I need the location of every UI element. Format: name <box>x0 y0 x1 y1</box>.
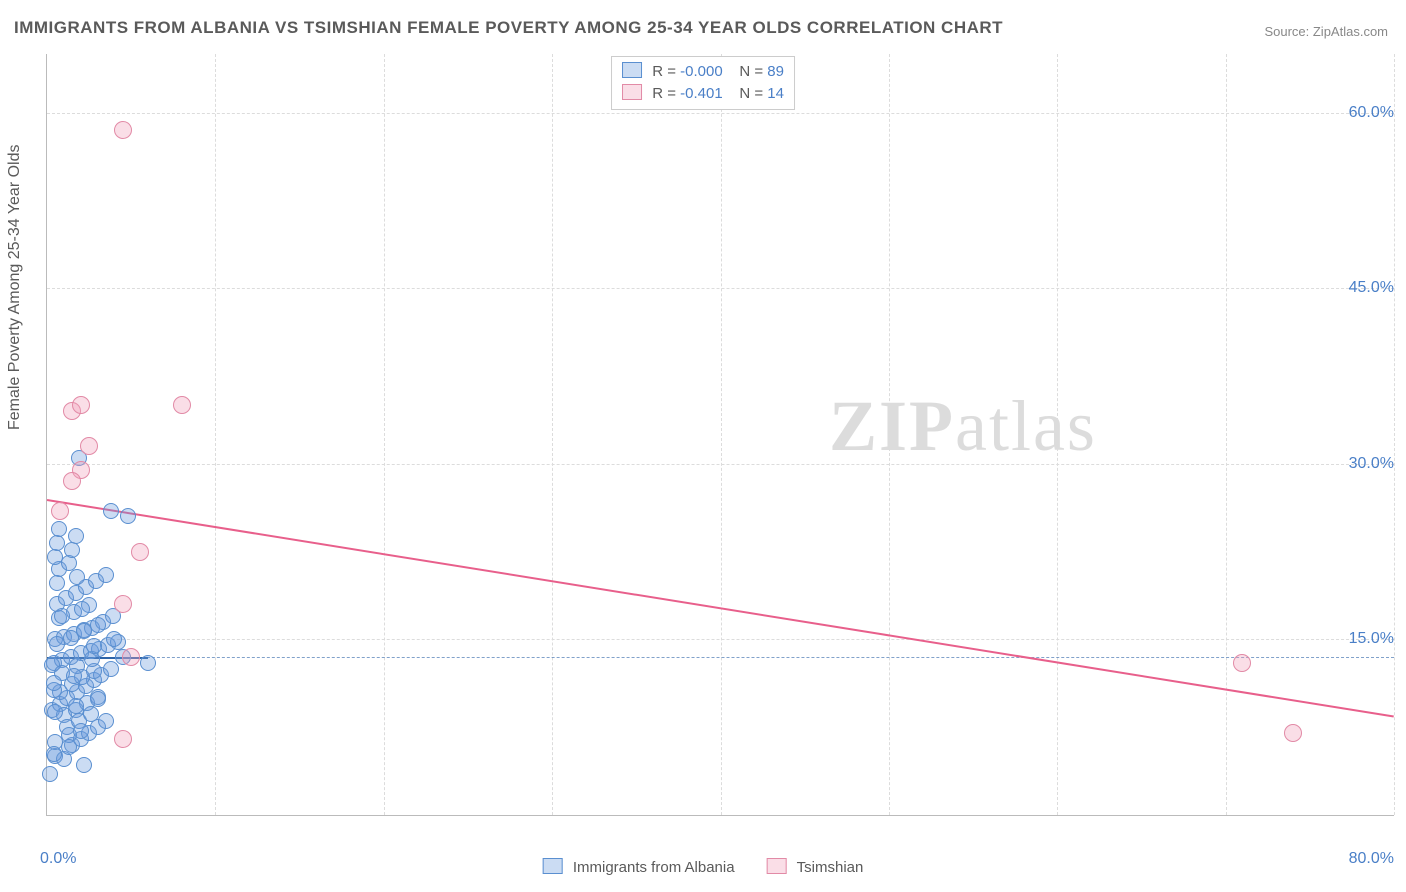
data-point-albania <box>73 723 89 739</box>
y-tick-label: 15.0% <box>1349 630 1394 648</box>
gridline-v <box>1057 54 1058 815</box>
data-point-albania <box>68 528 84 544</box>
source-attribution: Source: ZipAtlas.com <box>1264 24 1388 39</box>
data-point-tsimshian <box>122 648 140 666</box>
legend-row-tsimshian: R = -0.401 N = 14 <box>622 83 784 105</box>
gridline-v <box>552 54 553 815</box>
data-point-albania <box>54 608 70 624</box>
data-point-albania <box>90 617 106 633</box>
data-point-albania <box>47 549 63 565</box>
data-point-albania <box>98 713 114 729</box>
gridline-v <box>721 54 722 815</box>
data-point-albania <box>98 567 114 583</box>
data-point-albania <box>120 508 136 524</box>
data-point-albania <box>66 668 82 684</box>
swatch-albania-icon <box>543 858 563 874</box>
swatch-albania <box>622 62 642 78</box>
chart-title: IMMIGRANTS FROM ALBANIA VS TSIMSHIAN FEM… <box>14 18 1003 38</box>
data-point-tsimshian <box>80 437 98 455</box>
n-value-albania: 89 <box>767 63 784 80</box>
data-point-albania <box>76 757 92 773</box>
legend-item-tsimshian: Tsimshian <box>767 858 864 876</box>
trend-guide-albania <box>47 657 1394 658</box>
y-tick-label: 30.0% <box>1349 455 1394 473</box>
data-point-albania <box>46 746 62 762</box>
series-legend: Immigrants from Albania Tsimshian <box>529 858 878 876</box>
swatch-tsimshian-icon <box>767 858 787 874</box>
data-point-albania <box>49 535 65 551</box>
data-point-tsimshian <box>114 121 132 139</box>
data-point-albania <box>64 542 80 558</box>
data-point-albania <box>86 638 102 654</box>
r-value-tsimshian: -0.401 <box>680 85 723 102</box>
data-point-tsimshian <box>173 396 191 414</box>
data-point-albania <box>69 569 85 585</box>
data-point-albania <box>140 655 156 671</box>
data-point-albania <box>46 675 62 691</box>
data-point-albania <box>51 521 67 537</box>
gridline-v <box>1226 54 1227 815</box>
data-point-tsimshian <box>63 472 81 490</box>
data-point-albania <box>90 691 106 707</box>
data-point-albania <box>106 631 122 647</box>
data-point-albania <box>61 739 77 755</box>
correlation-legend: R = -0.000 N = 89 R = -0.401 N = 14 <box>611 56 795 110</box>
x-axis-end: 80.0% <box>1349 850 1394 868</box>
data-point-albania <box>68 698 84 714</box>
data-point-albania <box>42 766 58 782</box>
data-point-albania <box>49 575 65 591</box>
gridline-v <box>1394 54 1395 815</box>
scatter-plot-area: ZIPatlas <box>46 54 1394 816</box>
data-point-tsimshian <box>51 502 69 520</box>
data-point-tsimshian <box>72 396 90 414</box>
gridline-v <box>384 54 385 815</box>
legend-item-albania: Immigrants from Albania <box>543 858 735 876</box>
swatch-tsimshian <box>622 84 642 100</box>
data-point-albania <box>103 503 119 519</box>
gridline-v <box>889 54 890 815</box>
data-point-albania <box>74 601 90 617</box>
data-point-albania <box>47 704 63 720</box>
y-tick-label: 45.0% <box>1349 279 1394 297</box>
data-point-tsimshian <box>1284 724 1302 742</box>
y-axis-label: Female Poverty Among 25-34 Year Olds <box>6 145 24 431</box>
x-axis-start: 0.0% <box>40 850 76 868</box>
data-point-tsimshian <box>114 730 132 748</box>
y-tick-label: 60.0% <box>1349 104 1394 122</box>
data-point-tsimshian <box>131 543 149 561</box>
r-value-albania: -0.000 <box>680 63 723 80</box>
data-point-tsimshian <box>1233 654 1251 672</box>
n-value-tsimshian: 14 <box>767 85 784 102</box>
gridline-v <box>215 54 216 815</box>
data-point-tsimshian <box>114 595 132 613</box>
data-point-albania <box>103 661 119 677</box>
data-point-albania <box>83 706 99 722</box>
legend-row-albania: R = -0.000 N = 89 <box>622 61 784 83</box>
